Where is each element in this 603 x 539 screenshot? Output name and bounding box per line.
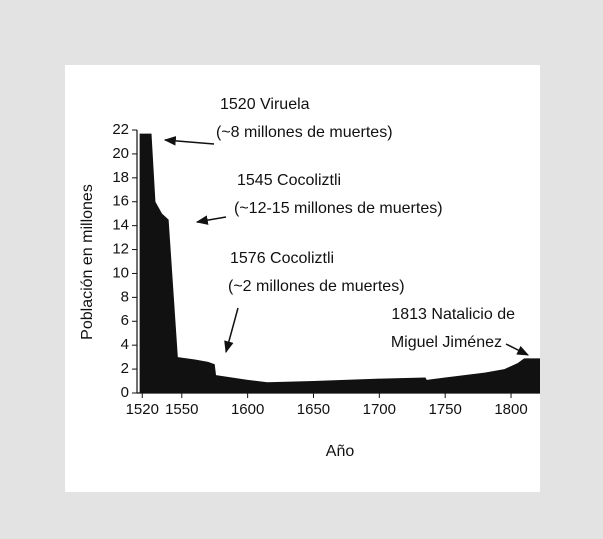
area xyxy=(139,133,541,393)
annotation: 1520 Viruela xyxy=(220,96,310,113)
y-axis-label: Población en millones xyxy=(79,184,96,340)
annotation: (~12-15 millones de muertes) xyxy=(234,200,443,217)
x-tick-label: 1750 xyxy=(428,401,461,418)
x-tick-label: 1800 xyxy=(494,401,527,418)
arrow xyxy=(505,343,530,356)
x-tick-label: 1600 xyxy=(231,401,264,418)
x-axis-label: Año xyxy=(326,443,355,460)
y-tick-label: 18 xyxy=(112,169,129,186)
y-tick-label: 8 xyxy=(121,288,129,305)
x-tick-label: 1700 xyxy=(363,401,396,418)
annotation: (~2 millones de muertes) xyxy=(228,278,405,295)
annotation: 1545 Cocoliztli xyxy=(237,172,341,189)
x-tick-label: 1520 xyxy=(126,401,159,418)
y-tick-label: 12 xyxy=(112,241,129,258)
arrow xyxy=(195,215,227,225)
y-tick-label: 20 xyxy=(112,145,129,162)
y-tick-label: 0 xyxy=(121,384,129,401)
y-tick-label: 4 xyxy=(121,336,129,353)
annotation: 1576 Cocoliztli xyxy=(230,250,334,267)
annotation: (~8 millones de muertes) xyxy=(216,124,393,141)
y-tick-label: 22 xyxy=(112,121,129,138)
arrow xyxy=(163,136,215,146)
y-tick-label: 14 xyxy=(112,217,129,234)
y-tick-label: 10 xyxy=(112,264,129,281)
y-tick-label: 16 xyxy=(112,193,129,210)
arrow xyxy=(224,307,239,354)
y-tick-label: 6 xyxy=(121,312,129,329)
x-tick-label: 1550 xyxy=(165,401,198,418)
x-tick-label: 1650 xyxy=(297,401,330,418)
annotation: 1813 Natalicio de xyxy=(391,306,515,323)
y-tick-label: 2 xyxy=(121,360,129,377)
annotation: Miguel Jiménez xyxy=(391,334,502,351)
